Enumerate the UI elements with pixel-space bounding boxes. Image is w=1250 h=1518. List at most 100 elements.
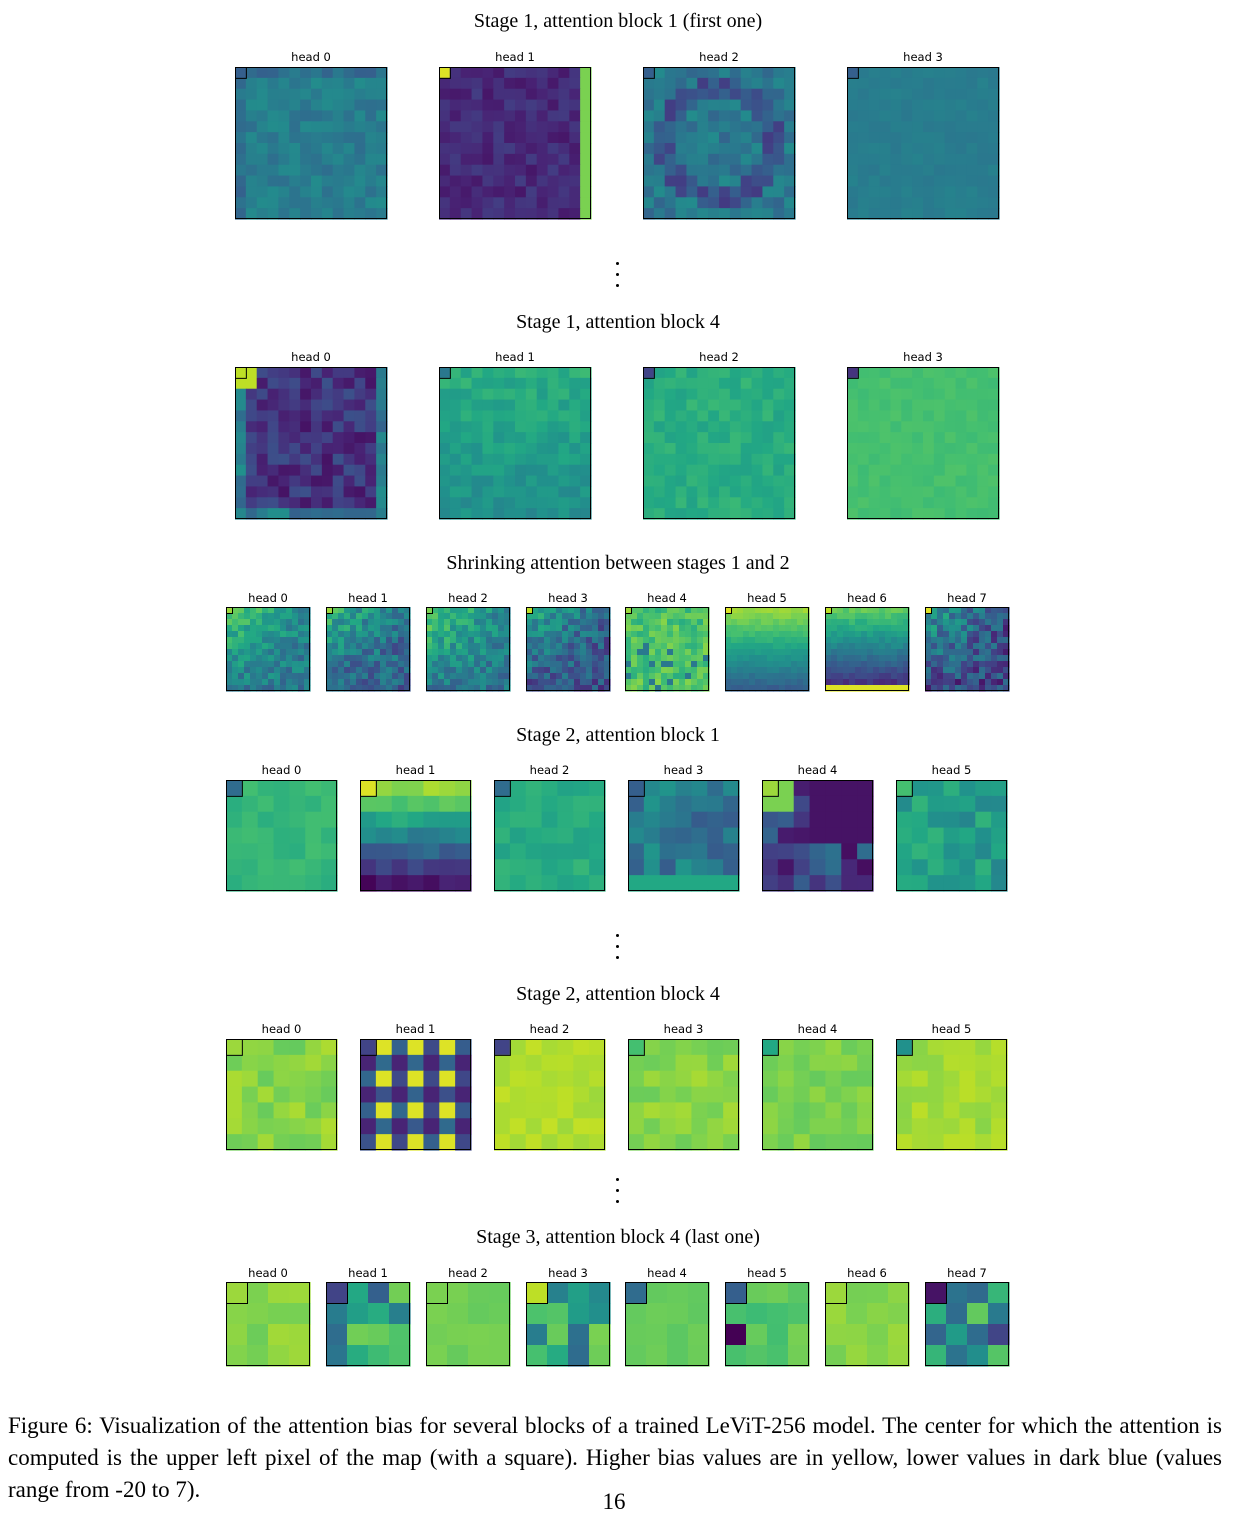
- map-cell: [849, 661, 856, 668]
- map-cell: [338, 685, 345, 692]
- map-cell: [955, 497, 968, 509]
- map-cell: [946, 1324, 968, 1346]
- map-cell: [631, 613, 638, 620]
- map-cell: [708, 197, 720, 209]
- map-cell: [455, 1039, 472, 1056]
- map-cell: [558, 164, 570, 177]
- row-title-stage1-block1: Stage 1, attention block 1 (first one): [473, 10, 763, 32]
- map-cell: [504, 88, 516, 101]
- map-cell: [273, 875, 291, 892]
- map-cell: [703, 667, 710, 674]
- map-cell: [761, 637, 768, 644]
- map-cell: [751, 388, 764, 401]
- map-cell: [356, 649, 363, 656]
- map-cell: [985, 625, 992, 632]
- map-cell: [256, 77, 269, 90]
- map-cell: [988, 399, 1000, 412]
- map-cell: [238, 667, 245, 674]
- map-cell: [376, 175, 388, 188]
- map-cell: [300, 388, 312, 401]
- map-cell: [525, 453, 538, 466]
- map-cell: [755, 613, 762, 620]
- map-cell: [933, 88, 946, 101]
- map-cell: [773, 377, 785, 390]
- map-cell: [923, 175, 935, 188]
- map-cell: [973, 685, 980, 692]
- map-cell: [289, 827, 306, 845]
- map-cell: [703, 637, 710, 644]
- map-cell: [444, 643, 451, 650]
- map-cell: [933, 388, 946, 401]
- map-cell: [761, 667, 768, 674]
- map-cell: [573, 827, 590, 845]
- map-cell: [751, 399, 764, 412]
- map-cell: [493, 432, 505, 444]
- map-cell: [751, 197, 764, 209]
- map-cell: [931, 667, 938, 674]
- map-cell: [997, 679, 1004, 686]
- map-cell: [257, 811, 275, 829]
- map-cell: [685, 673, 692, 680]
- map-cell: [868, 410, 881, 422]
- map-cell: [885, 607, 892, 614]
- map-cell: [515, 143, 527, 155]
- map-cell: [809, 1102, 827, 1119]
- map-cell: [731, 625, 738, 632]
- map-cell: [347, 1282, 369, 1304]
- map-cell: [604, 655, 611, 662]
- map-cell: [697, 432, 709, 444]
- map-cell: [762, 497, 774, 509]
- map-cell: [740, 208, 753, 220]
- map-cell: [628, 843, 645, 860]
- map-cell: [449, 143, 462, 155]
- map-cell: [697, 508, 709, 520]
- map-cell: [751, 77, 764, 90]
- map-cell: [779, 613, 786, 620]
- map-cell: [558, 143, 570, 155]
- map-cell: [547, 486, 560, 498]
- map-cell: [267, 421, 280, 433]
- map-cell: [890, 443, 902, 455]
- map-cell: [966, 432, 978, 444]
- map-cell: [356, 637, 363, 644]
- head-label: head 5: [747, 1266, 787, 1280]
- map-cell: [482, 67, 494, 79]
- map-cell: [289, 1086, 306, 1104]
- map-cell: [449, 497, 462, 509]
- head-label: head 5: [931, 1022, 972, 1036]
- map-cell: [1003, 613, 1010, 620]
- map-cell: [653, 464, 666, 477]
- map-cell: [825, 827, 842, 845]
- map-cell: [885, 661, 892, 668]
- map-cell: [847, 443, 859, 455]
- map-cell: [933, 377, 946, 390]
- map-cell: [311, 410, 323, 422]
- map-cell: [311, 121, 323, 133]
- map-cell: [538, 685, 545, 692]
- map-cell: [825, 1118, 842, 1135]
- map-cell: [803, 679, 810, 686]
- map-cell: [837, 619, 844, 626]
- map-cell: [740, 443, 753, 455]
- map-cell: [719, 421, 731, 433]
- attention-map: [226, 1039, 338, 1151]
- map-cell: [305, 1070, 322, 1088]
- map-cell: [988, 132, 1000, 144]
- map-cell: [784, 67, 796, 79]
- map-cell: [825, 619, 832, 626]
- map-cell: [777, 1039, 795, 1056]
- map-cell: [767, 625, 774, 632]
- map-cell: [857, 186, 870, 198]
- map-cell: [569, 421, 581, 433]
- map-cell: [901, 67, 913, 79]
- map-cell: [525, 132, 538, 144]
- map-cell: [749, 613, 756, 620]
- map-cell: [493, 77, 505, 90]
- map-cell: [890, 399, 902, 412]
- map-cell: [407, 875, 425, 892]
- map-cell: [235, 164, 247, 177]
- map-cell: [432, 661, 439, 668]
- map-cell: [697, 607, 704, 614]
- map-cell: [809, 795, 827, 813]
- map-cell: [857, 859, 874, 876]
